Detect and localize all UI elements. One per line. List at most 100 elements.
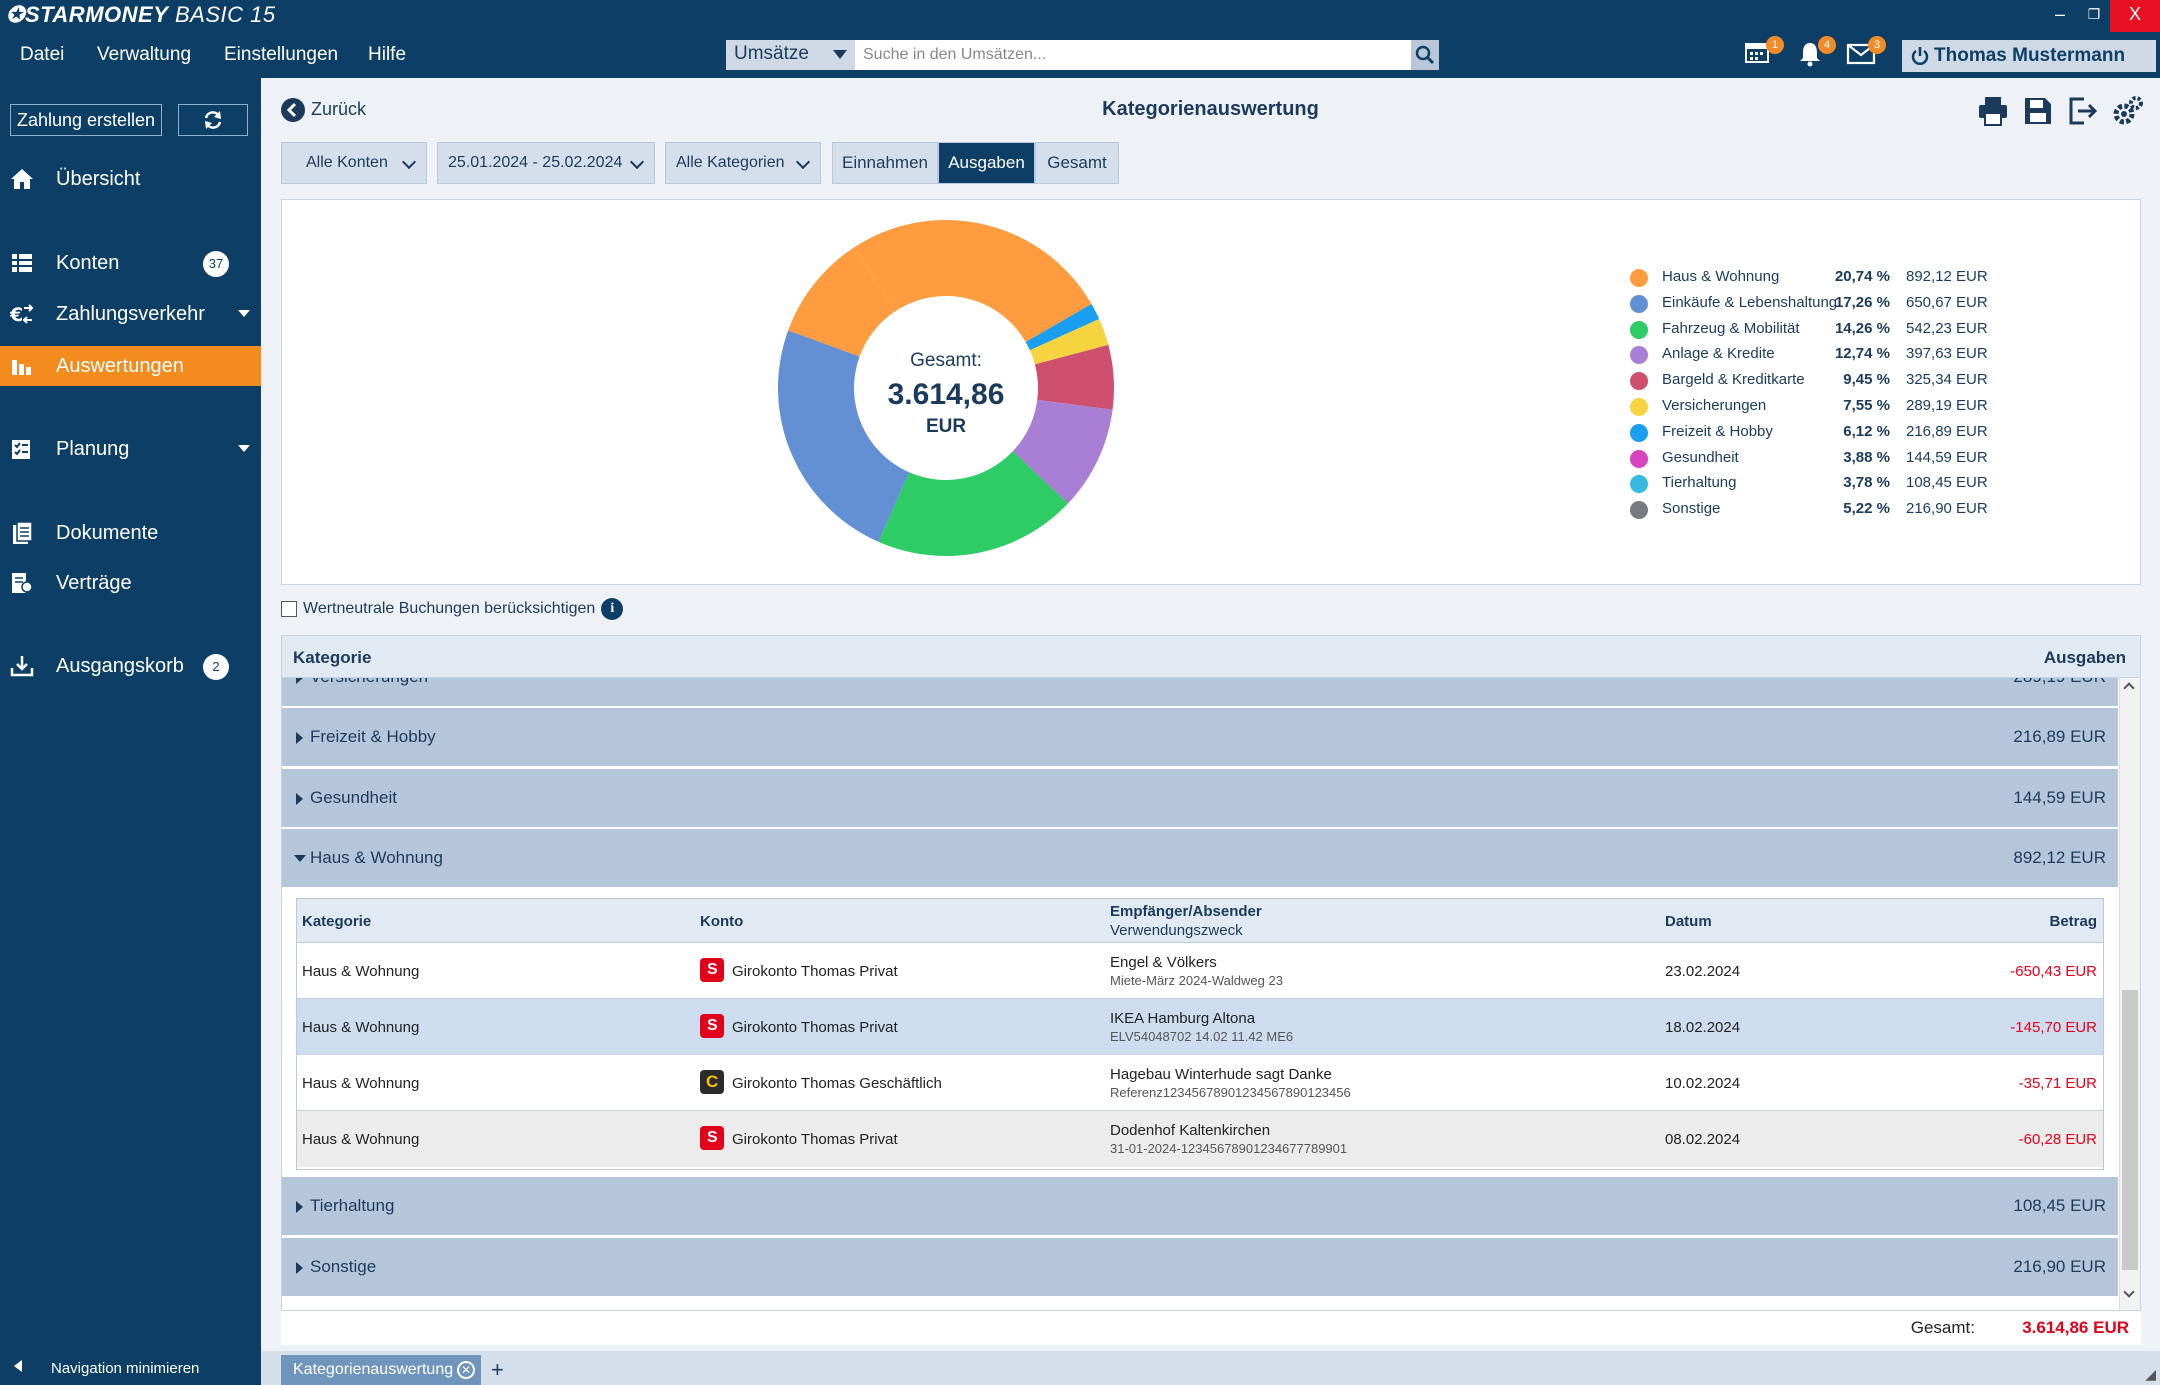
settings-button[interactable] — [2111, 94, 2145, 128]
search-button[interactable] — [1411, 40, 1439, 70]
tab-kategorienauswertung[interactable]: Kategorienauswertung ✕ — [281, 1355, 481, 1385]
home-icon — [11, 169, 33, 189]
sidebar-item-dokumente[interactable]: Dokumente — [0, 513, 261, 553]
save-button[interactable] — [2021, 94, 2055, 128]
legend-swatch — [1630, 346, 1648, 365]
accounts-count-badge: 37 — [203, 251, 229, 277]
donut-slice-freizeit-hobby[interactable] — [1025, 304, 1100, 351]
group-row-gesundheit[interactable]: Gesundheit 144,59 EUR — [282, 769, 2118, 827]
search-icon — [1415, 45, 1435, 65]
legend-swatch — [1630, 423, 1648, 442]
print-button[interactable] — [1976, 94, 2010, 128]
categories-filter-dropdown[interactable]: Alle Kategorien — [665, 142, 821, 184]
commerzbank-logo-icon: C — [700, 1070, 724, 1094]
add-tab-button[interactable]: + — [491, 1357, 504, 1382]
back-button[interactable]: Zurück — [281, 98, 366, 122]
sidebar-item-vertraege[interactable]: Verträge — [0, 563, 261, 603]
sidebar-item-zahlungsverkehr[interactable]: € Zahlungsverkehr — [0, 294, 261, 334]
sidebar: Zahlung erstellen Übersicht Konten 37 € … — [0, 78, 261, 1385]
transactions-header: Kategorie Konto Empfänger/Absender Verwe… — [297, 899, 2103, 943]
legend-amount: 289,19 EUR — [1906, 397, 1988, 414]
group-row-freizeit[interactable]: Freizeit & Hobby 216,89 EUR — [282, 708, 2118, 766]
donut-slice-fahrzeug-mobilität[interactable] — [878, 451, 1068, 556]
bar-chart-icon — [12, 360, 31, 375]
accounts-filter-dropdown[interactable]: Alle Konten — [281, 142, 427, 184]
tab-einnahmen[interactable]: Einnahmen — [832, 142, 938, 184]
donut-slice-versicherungen[interactable] — [1029, 319, 1109, 365]
group-row-tierhaltung[interactable]: Tierhaltung 108,45 EUR — [282, 1177, 2118, 1235]
total-row: Gesamt: 3.614,86 EUR — [281, 1311, 2141, 1345]
group-row-versicherungen[interactable]: Versicherungen289,19 EUR — [282, 678, 2118, 706]
scroll-up-icon[interactable] — [2123, 682, 2135, 694]
sidebar-item-konten[interactable]: Konten 37 — [0, 243, 261, 283]
close-window-button[interactable]: X — [2110, 0, 2160, 32]
legend-swatch — [1630, 269, 1648, 287]
notifications-button[interactable]: 4 — [1796, 36, 1836, 70]
scrollbar-thumb[interactable] — [2122, 990, 2138, 1270]
scroll-down-icon[interactable] — [2123, 1286, 2135, 1298]
total-label: Gesamt: — [1910, 1318, 1975, 1337]
back-arrow-icon — [281, 98, 305, 122]
legend-percent: 14,26 % — [1834, 319, 1890, 337]
messages-button[interactable]: 3 — [1846, 36, 1886, 70]
menu-einstellungen[interactable]: Einstellungen — [224, 44, 339, 65]
neutral-bookings-option[interactable]: Wertneutrale Buchungen berücksichtigen i — [281, 598, 624, 620]
sidebar-item-ausgangskorb[interactable]: Ausgangskorb 2 — [0, 646, 261, 686]
legend-label: Freizeit & Hobby — [1662, 422, 1773, 440]
table-row[interactable]: Haus & Wohnung S Girokonto Thomas Privat… — [297, 1111, 2103, 1167]
donut-slice-anlage-kredite[interactable] — [1012, 399, 1113, 504]
table-row[interactable]: Haus & Wohnung S Girokonto Thomas Privat… — [297, 999, 2103, 1055]
group-row-sonstige[interactable]: Sonstige 216,90 EUR — [282, 1238, 2118, 1296]
sparkasse-logo-icon: S — [700, 1014, 724, 1038]
collapse-triangle-icon — [294, 855, 306, 862]
neutral-bookings-checkbox[interactable] — [281, 601, 297, 617]
sidebar-item-planung[interactable]: Planung — [0, 429, 261, 469]
expand-caret-icon[interactable] — [238, 445, 250, 452]
user-menu-button[interactable]: Thomas Mustermann — [1902, 40, 2156, 72]
create-payment-button[interactable]: Zahlung erstellen — [10, 104, 162, 136]
info-icon[interactable]: i — [601, 598, 624, 620]
sidebar-item-label: Zahlungsverkehr — [56, 303, 205, 325]
tab-ausgaben[interactable]: Ausgaben — [938, 142, 1035, 184]
date-range-dropdown[interactable]: 25.01.2024 - 25.02.2024 — [437, 142, 655, 184]
collapse-left-icon — [14, 1360, 22, 1372]
search-input[interactable] — [855, 40, 1415, 70]
menu-hilfe[interactable]: Hilfe — [368, 44, 407, 65]
legend-swatch — [1630, 372, 1648, 391]
app-logo: ✪STARMONEY BASIC 15 — [6, 2, 276, 27]
legend-label: Haus & Wohnung — [1662, 268, 1780, 285]
table-row[interactable]: Haus & Wohnung C Girokonto Thomas Geschä… — [297, 1055, 2103, 1111]
group-row-haus-wohnung[interactable]: Haus & Wohnung 892,12 EUR — [282, 829, 2118, 887]
donut-slice-einkäufe-lebenshaltung[interactable] — [778, 330, 910, 542]
search-scope-dropdown[interactable]: Umsätze — [726, 40, 855, 70]
category-table: Kategorie Ausgaben Versicherungen289,19 … — [281, 635, 2141, 1311]
expand-triangle-icon — [296, 732, 303, 744]
sidebar-item-label: Konten — [56, 252, 120, 274]
refresh-button[interactable] — [178, 104, 248, 136]
sidebar-item-auswertungen[interactable]: Auswertungen — [0, 346, 261, 386]
title-bar: ✪STARMONEY BASIC 15 – ❐ X — [0, 0, 2160, 32]
svg-text:€: € — [10, 304, 23, 326]
table-row[interactable]: Haus & Wohnung S Girokonto Thomas Privat… — [297, 943, 2103, 999]
sidebar-item-uebersicht[interactable]: Übersicht — [0, 159, 261, 199]
close-tab-icon[interactable]: ✕ — [457, 1361, 475, 1379]
expand-caret-icon[interactable] — [238, 310, 250, 317]
tab-gesamt[interactable]: Gesamt — [1035, 142, 1119, 184]
legend-amount: 144,59 EUR — [1906, 448, 1988, 466]
donut-slice-haus-wohnung[interactable] — [853, 219, 1092, 343]
sparkasse-logo-icon: S — [700, 958, 724, 982]
restore-window-button[interactable]: ❐ — [2087, 6, 2101, 22]
minimize-window-button[interactable]: – — [2054, 4, 2065, 24]
donut-slice-haus-wohnung[interactable] — [788, 247, 896, 357]
export-button[interactable] — [2066, 94, 2100, 128]
planning-icon — [12, 440, 30, 459]
menu-datei[interactable]: Datei — [20, 44, 65, 65]
donut-slice-bargeld-kreditkarte[interactable] — [1034, 344, 1114, 410]
legend-amount: 892,12 EUR — [1906, 268, 1988, 285]
menu-verwaltung[interactable]: Verwaltung — [97, 44, 192, 65]
minimize-navigation-button[interactable]: Navigation minimieren — [0, 1351, 261, 1385]
table-scrollbar[interactable] — [2119, 678, 2140, 1310]
calendar-button[interactable]: 1 — [1744, 36, 1784, 70]
chevron-down-icon — [401, 154, 417, 170]
resize-grip-icon[interactable]: ◢ — [2145, 1366, 2156, 1382]
